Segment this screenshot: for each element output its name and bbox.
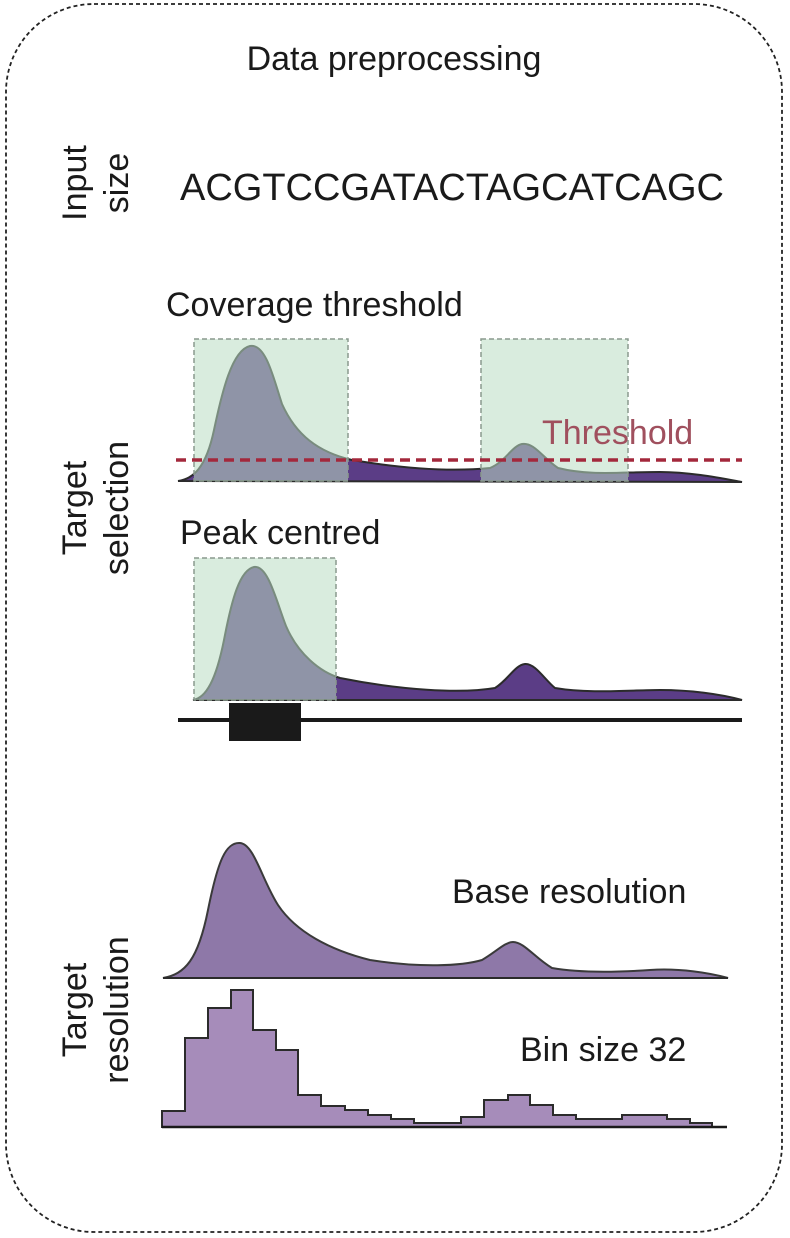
row-label-input-size: Input size [56, 145, 136, 221]
gene-block [229, 703, 301, 741]
dna-sequence: ACGTCCGATACTAGCATCAGC [180, 167, 724, 209]
row-label-line: Target [56, 962, 94, 1057]
row-label-target-resolution: Target resolution [56, 936, 136, 1083]
peak-centred-title: Peak centred [180, 514, 380, 552]
row-label-line: Input [56, 145, 94, 221]
binned-title: Bin size 32 [520, 1031, 686, 1069]
row-label-line: size [98, 153, 136, 213]
row-label-line: selection [98, 441, 136, 575]
panel-title: Data preprocessing [247, 40, 542, 78]
row-label-line: Target [56, 460, 94, 555]
base-resolution-title: Base resolution [452, 873, 686, 911]
row-label-line: resolution [98, 936, 136, 1083]
coverage-threshold-title: Coverage threshold [166, 286, 463, 324]
peak-selected-region [194, 558, 336, 700]
row-label-target-selection: Target selection [56, 441, 136, 575]
threshold-label: Threshold [542, 414, 693, 452]
